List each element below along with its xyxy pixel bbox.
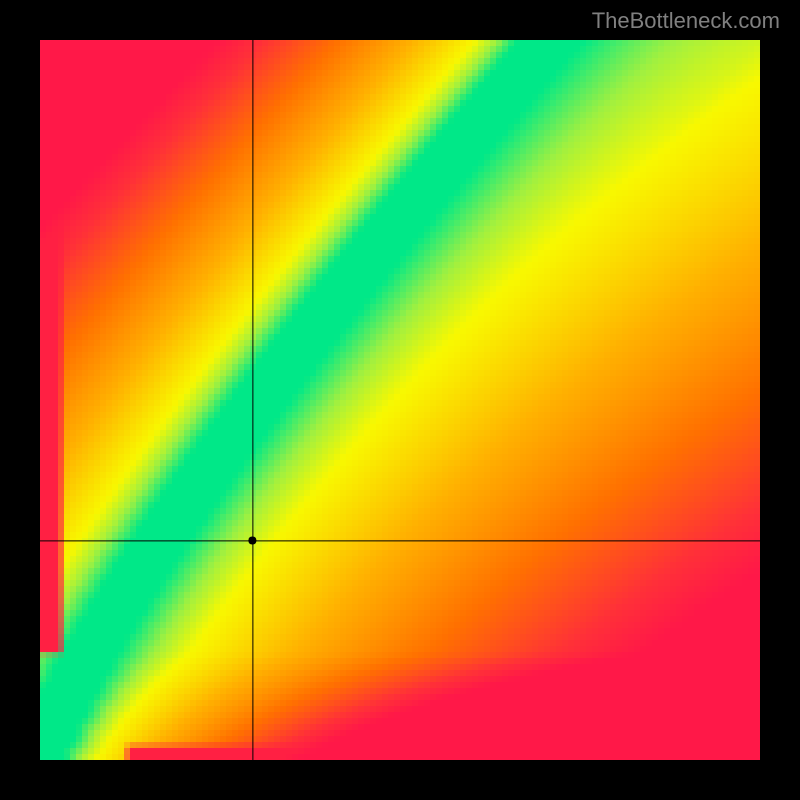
- watermark-text: TheBottleneck.com: [592, 8, 780, 34]
- heatmap-plot: [40, 40, 760, 760]
- chart-container: TheBottleneck.com: [0, 0, 800, 800]
- heatmap-canvas: [40, 40, 760, 760]
